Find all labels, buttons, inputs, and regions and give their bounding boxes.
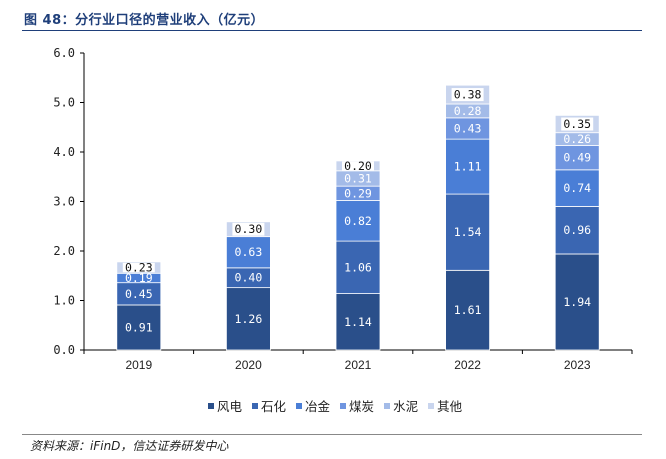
x-tick-label: 2021 — [345, 358, 372, 372]
data-label: 0.63 — [235, 245, 263, 259]
data-label: 1.06 — [344, 260, 372, 274]
legend-swatch — [428, 402, 435, 409]
legend-item: 其他 — [428, 396, 462, 415]
chart-legend: 风电 石化 冶金 煤炭 水泥 其他 — [208, 396, 472, 415]
legend-swatch — [296, 402, 303, 409]
data-label: 1.26 — [235, 312, 263, 326]
bar-segment — [445, 138, 491, 195]
data-label: 0.28 — [454, 104, 482, 118]
source-rule — [22, 434, 642, 435]
data-label: 0.74 — [563, 181, 591, 195]
legend-label: 煤炭 — [349, 399, 375, 414]
x-tick-label: 2023 — [564, 358, 591, 372]
data-label: 0.26 — [563, 132, 591, 146]
y-tick-label: 5.0 — [53, 96, 75, 110]
title-rule — [22, 30, 642, 31]
data-label: 1.94 — [563, 295, 591, 309]
bar-segment — [445, 269, 491, 351]
legend-swatch — [340, 402, 347, 409]
data-label: 0.82 — [344, 214, 372, 228]
legend-label: 水泥 — [393, 399, 419, 414]
y-tick-label: 1.0 — [53, 294, 75, 308]
bar-segment — [554, 145, 600, 171]
data-label: 1.11 — [454, 160, 482, 174]
data-label: 0.19 — [125, 271, 153, 285]
data-label-bg — [232, 222, 265, 236]
bar-segment — [445, 193, 491, 271]
source-note: 资料来源：iFinD，信达证券研发中心 — [30, 439, 229, 453]
bar-segment — [335, 293, 381, 351]
y-tick-label: 6.0 — [53, 46, 75, 60]
data-label: 0.45 — [125, 287, 153, 301]
legend-label: 冶金 — [305, 399, 331, 414]
legend-swatch — [208, 402, 214, 409]
legend-swatch — [384, 402, 391, 409]
data-label: 0.40 — [235, 271, 263, 285]
legend-label: 其他 — [437, 399, 463, 414]
data-label: 0.30 — [235, 222, 263, 236]
bar-segment — [116, 304, 162, 351]
legend-item: 风电 — [208, 396, 242, 415]
legend-label: 石化 — [261, 399, 287, 414]
legend-item: 冶金 — [296, 396, 330, 415]
x-tick-label: 2019 — [125, 358, 152, 372]
data-label: 0.96 — [563, 223, 591, 237]
data-label: 0.31 — [344, 171, 372, 185]
x-tick-label: 2022 — [454, 358, 481, 372]
legend-item: 水泥 — [384, 396, 418, 415]
legend-swatch — [252, 402, 259, 409]
data-label-bg — [342, 161, 374, 171]
data-label: 1.61 — [454, 303, 482, 317]
data-label-bg — [122, 262, 155, 273]
data-label-bg — [451, 88, 484, 102]
y-tick-label: 3.0 — [53, 195, 75, 209]
chart-title: 图 48：分行业口径的营业收入（亿元） — [24, 13, 265, 28]
y-tick-label: 2.0 — [53, 244, 75, 258]
legend-item: 煤炭 — [340, 396, 374, 415]
data-label-bg — [561, 117, 594, 131]
data-label: 0.91 — [125, 320, 153, 334]
bar-segment — [554, 206, 600, 255]
data-label: 0.29 — [344, 186, 372, 200]
bar-segment — [335, 240, 381, 294]
data-label: 0.20 — [344, 159, 372, 173]
data-label: 0.43 — [454, 121, 482, 135]
data-label: 0.35 — [563, 117, 591, 131]
x-tick-label: 2020 — [235, 358, 262, 372]
y-tick-label: 4.0 — [53, 145, 75, 159]
data-label: 0.38 — [454, 88, 482, 102]
data-label: 1.54 — [454, 225, 482, 239]
data-label: 0.23 — [125, 261, 153, 275]
bar-segment — [554, 253, 600, 351]
data-label: 1.14 — [344, 315, 372, 329]
legend-label: 风电 — [217, 399, 243, 414]
legend-item: 石化 — [252, 396, 286, 415]
data-label: 0.49 — [563, 151, 591, 165]
y-tick-label: 0.0 — [53, 343, 75, 357]
bar-segment — [335, 200, 381, 242]
